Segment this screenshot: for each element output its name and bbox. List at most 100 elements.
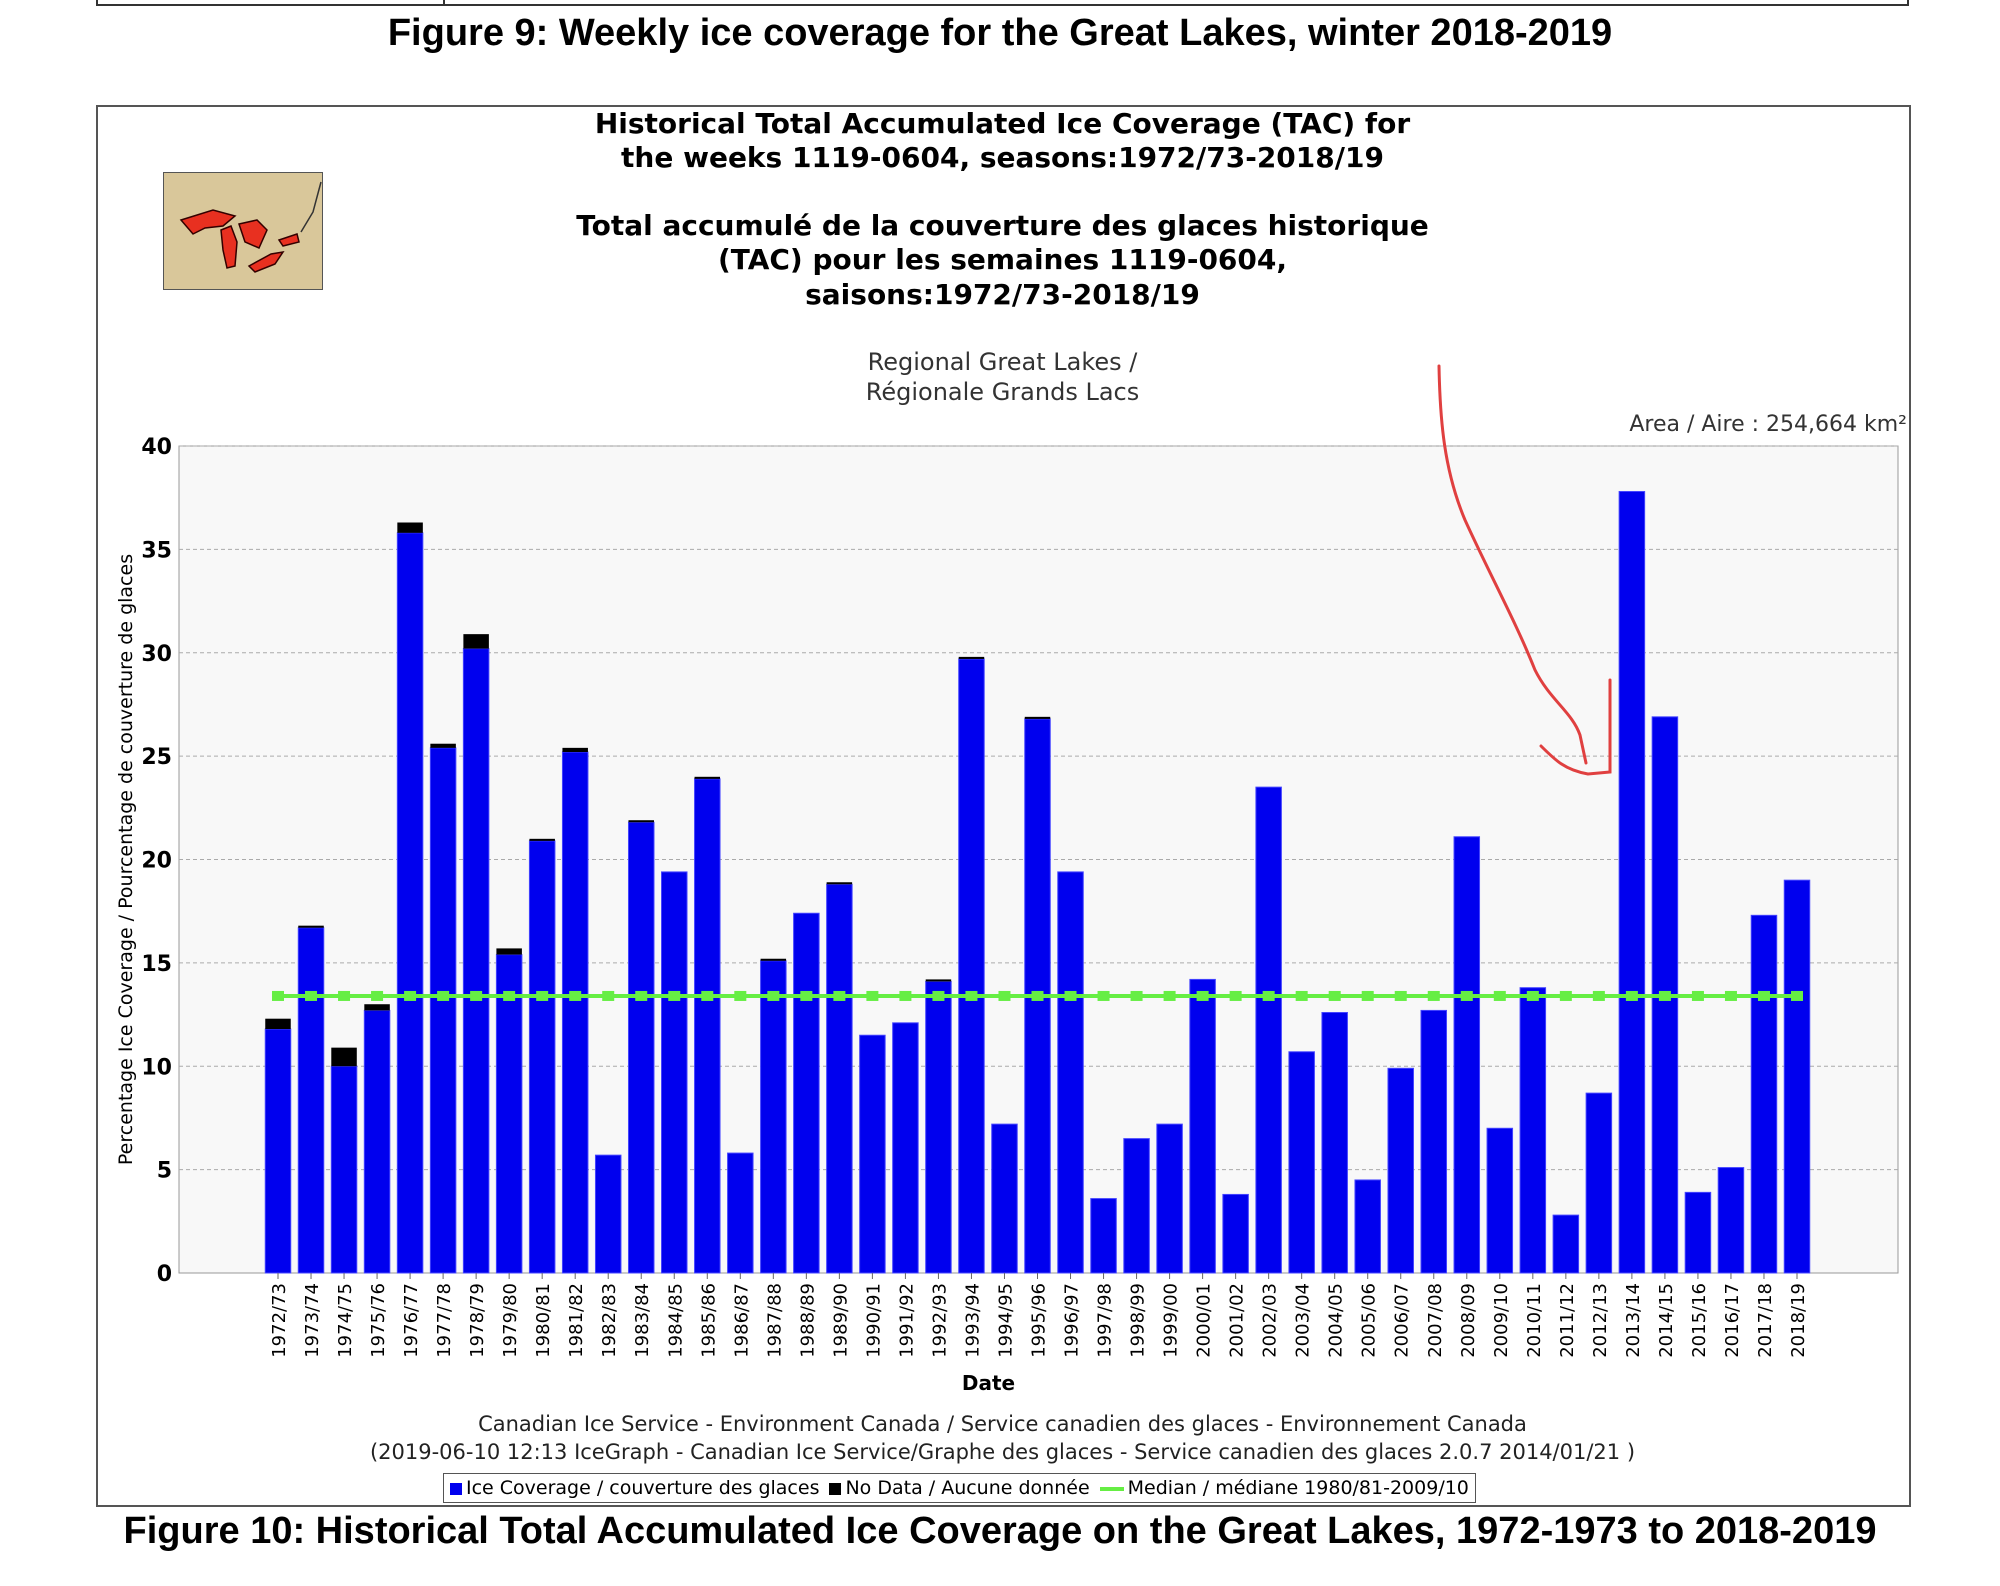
x-tick-label: 2012/13 bbox=[1590, 1283, 1611, 1358]
legend-ice: Ice Coverage / couverture des glaces bbox=[450, 1477, 819, 1499]
bar-nodata bbox=[826, 882, 853, 885]
bar-ice bbox=[627, 821, 655, 1274]
median-marker bbox=[1625, 990, 1638, 1001]
bar-nodata bbox=[925, 979, 952, 982]
x-tick-label: 2006/07 bbox=[1392, 1283, 1413, 1358]
x-tick-label: 1998/99 bbox=[1128, 1283, 1149, 1358]
x-tick-label: 1984/85 bbox=[665, 1283, 686, 1358]
bar-ice bbox=[561, 751, 589, 1274]
x-tick-label: 1977/78 bbox=[434, 1283, 455, 1358]
bar-nodata bbox=[760, 958, 787, 961]
bar-ice bbox=[363, 1009, 391, 1274]
x-tick-label: 1981/82 bbox=[566, 1283, 587, 1358]
bar-ice bbox=[528, 840, 556, 1274]
bar-ice bbox=[1354, 1179, 1381, 1274]
legend-nodata: No Data / Aucune donnée bbox=[829, 1477, 1090, 1499]
median-marker bbox=[1130, 990, 1143, 1001]
x-tick-label: 1997/98 bbox=[1095, 1283, 1116, 1358]
bar-nodata bbox=[1024, 716, 1051, 719]
legend-ice-swatch bbox=[450, 1482, 462, 1495]
median-marker bbox=[404, 990, 417, 1001]
bar-ice bbox=[1453, 836, 1481, 1274]
y-tick-label: 0 bbox=[157, 1262, 172, 1287]
bar-ice bbox=[1783, 879, 1811, 1274]
bar-ice bbox=[991, 1123, 1018, 1274]
great-lakes-map-icon bbox=[163, 172, 323, 290]
bar-nodata bbox=[496, 948, 522, 955]
median-marker bbox=[1394, 990, 1407, 1001]
bar-ice bbox=[1519, 987, 1547, 1274]
bar-ice bbox=[1123, 1138, 1150, 1274]
y-tick-label: 30 bbox=[141, 642, 172, 667]
median-marker bbox=[1460, 990, 1473, 1001]
median-marker bbox=[1031, 990, 1044, 1001]
x-tick-label: 1975/76 bbox=[368, 1283, 389, 1358]
x-tick-label: 1972/73 bbox=[269, 1283, 290, 1358]
bar-ice bbox=[958, 658, 985, 1274]
median-marker bbox=[998, 990, 1011, 1001]
median-marker bbox=[503, 990, 516, 1001]
median-marker bbox=[602, 990, 615, 1001]
x-tick-label: 1990/91 bbox=[863, 1283, 884, 1358]
figure9-divider bbox=[443, 0, 445, 6]
median-marker bbox=[338, 990, 351, 1001]
bar-ice bbox=[297, 927, 325, 1274]
median-marker bbox=[1427, 990, 1440, 1001]
median-marker bbox=[701, 990, 714, 1001]
bar-ice bbox=[1255, 786, 1282, 1274]
figure9-caption: Figure 9: Weekly ice coverage for the Gr… bbox=[387, 12, 1613, 54]
bar-nodata bbox=[628, 820, 654, 823]
bar-nodata bbox=[397, 522, 423, 533]
x-tick-label: 1983/84 bbox=[632, 1283, 653, 1358]
x-tick-label: 2014/15 bbox=[1656, 1283, 1677, 1358]
median-marker bbox=[1097, 990, 1110, 1001]
y-axis-label: Percentage Ice Coverage / Pourcentage de… bbox=[115, 554, 137, 1165]
median-marker bbox=[932, 990, 945, 1001]
median-marker bbox=[1064, 990, 1077, 1001]
x-tick-label: 1996/97 bbox=[1062, 1283, 1083, 1358]
bar-ice bbox=[1486, 1127, 1514, 1274]
x-tick-label: 1999/00 bbox=[1161, 1283, 1182, 1358]
median-marker bbox=[1262, 990, 1275, 1001]
bar-ice bbox=[1750, 914, 1778, 1274]
bar-ice bbox=[1222, 1193, 1249, 1274]
x-tick-label: 2009/10 bbox=[1491, 1283, 1512, 1358]
median-marker bbox=[371, 990, 384, 1001]
area-label: Area / Aire : 254,664 km² bbox=[1629, 412, 1907, 437]
bar-nodata bbox=[298, 925, 324, 928]
x-tick-label: 2008/09 bbox=[1458, 1283, 1479, 1358]
chart-subtitle-2: Régionale Grands Lacs bbox=[865, 378, 1140, 406]
median-marker bbox=[866, 990, 879, 1001]
median-marker bbox=[1724, 990, 1737, 1001]
x-tick-label: 2013/14 bbox=[1623, 1283, 1644, 1358]
bar-ice bbox=[1321, 1011, 1348, 1274]
median-marker bbox=[1163, 990, 1176, 1001]
x-tick-label: 2003/04 bbox=[1293, 1283, 1314, 1358]
bar-ice bbox=[264, 1028, 292, 1274]
median-marker bbox=[1328, 990, 1341, 1001]
y-tick-label: 15 bbox=[141, 952, 172, 977]
median-marker bbox=[1196, 990, 1209, 1001]
bar-ice bbox=[1420, 1009, 1448, 1274]
figure9-frame-edge bbox=[96, 0, 1909, 6]
bar-ice bbox=[396, 532, 424, 1274]
x-tick-label: 1982/83 bbox=[599, 1283, 620, 1358]
bar-ice bbox=[462, 648, 490, 1274]
chart-legend: Ice Coverage / couverture des glaces No … bbox=[443, 1473, 1476, 1503]
bar-ice bbox=[1684, 1191, 1712, 1274]
legend-nodata-label: No Data / Aucune donnée bbox=[845, 1477, 1090, 1499]
chart-title-fr-3: saisons:1972/73-2018/19 bbox=[805, 278, 1200, 311]
x-tick-label: 1991/92 bbox=[896, 1283, 917, 1358]
x-tick-label: 1979/80 bbox=[500, 1283, 521, 1358]
x-tick-label: 2000/01 bbox=[1194, 1283, 1215, 1358]
median-marker bbox=[767, 990, 780, 1001]
x-tick-label: 1987/88 bbox=[764, 1283, 785, 1358]
chart-subtitle-1: Regional Great Lakes / bbox=[867, 348, 1138, 376]
y-tick-label: 35 bbox=[141, 538, 172, 563]
bar-ice bbox=[694, 778, 721, 1274]
bar-nodata bbox=[364, 1004, 390, 1011]
median-marker bbox=[437, 990, 450, 1001]
bar-ice bbox=[661, 871, 688, 1274]
x-tick-label: 2011/12 bbox=[1557, 1283, 1578, 1358]
